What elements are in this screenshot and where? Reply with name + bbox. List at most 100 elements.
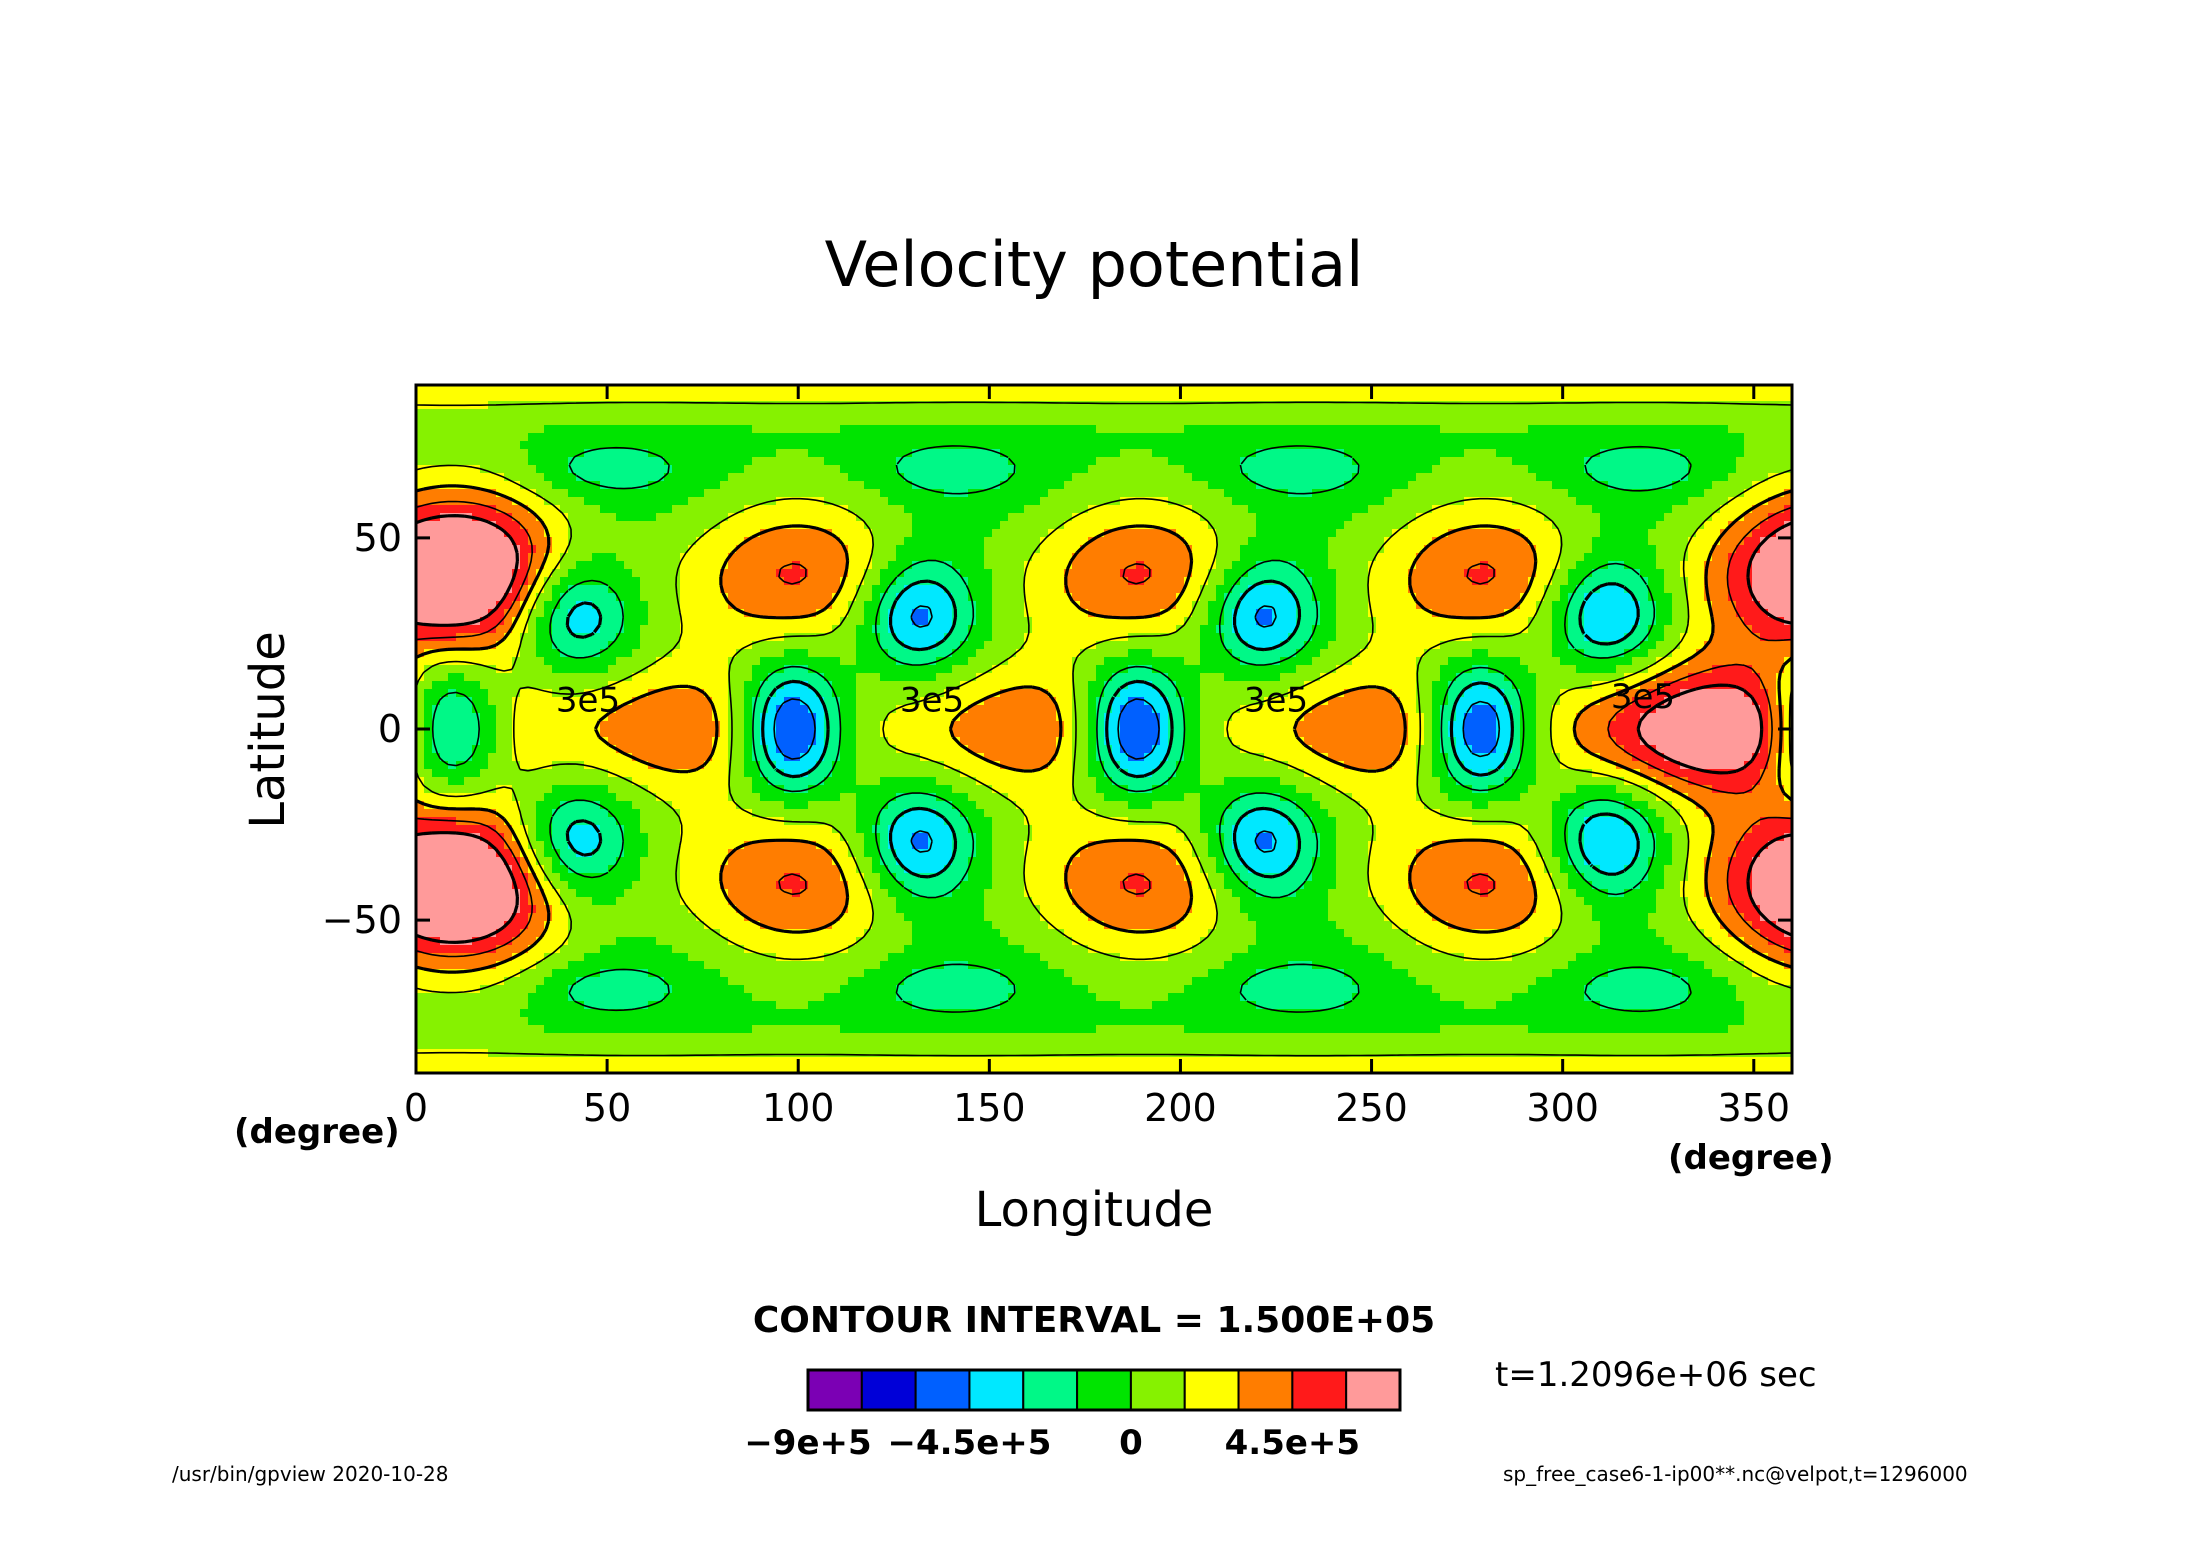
heatmap-cell [848, 561, 857, 570]
heatmap-cell [536, 417, 545, 426]
heatmap-cell [1312, 449, 1321, 458]
heatmap-cell [992, 401, 1001, 410]
heatmap-cell [1624, 505, 1633, 514]
heatmap-cell [464, 433, 473, 442]
heatmap-cell [1704, 401, 1713, 410]
heatmap-cell [1592, 521, 1601, 530]
heatmap-cell [528, 577, 537, 586]
heatmap-cell [632, 529, 641, 538]
heatmap-cell [992, 505, 1001, 514]
heatmap-cell [432, 577, 441, 586]
heatmap-cell [1152, 513, 1161, 522]
heatmap-cell [1720, 417, 1729, 426]
heatmap-cell [496, 577, 505, 586]
heatmap-cell [880, 545, 889, 554]
heatmap-cell [912, 545, 921, 554]
heatmap-cell [896, 497, 905, 506]
heatmap-cell [1464, 585, 1473, 594]
heatmap-cell [1752, 409, 1761, 418]
heatmap-cell [768, 473, 777, 482]
heatmap-cell [1144, 497, 1153, 506]
heatmap-cell [1072, 409, 1081, 418]
heatmap-cell [552, 537, 561, 546]
heatmap-cell [824, 385, 833, 394]
heatmap-cell [504, 433, 513, 442]
heatmap-cell [1528, 417, 1537, 426]
heatmap-cell [1712, 497, 1721, 506]
heatmap-cell [1224, 385, 1233, 394]
heatmap-cell [864, 513, 873, 522]
heatmap-cell [1336, 473, 1345, 482]
heatmap-cell [1056, 489, 1065, 498]
heatmap-cell [976, 601, 985, 610]
heatmap-cell [792, 577, 801, 586]
heatmap-cell [1520, 529, 1529, 538]
heatmap-cell [1184, 409, 1193, 418]
heatmap-cell [896, 393, 905, 402]
heatmap-cell [1256, 449, 1265, 458]
heatmap-cell [1288, 585, 1297, 594]
heatmap-cell [1232, 593, 1241, 602]
heatmap-cell [1664, 385, 1673, 394]
heatmap-cell [664, 473, 673, 482]
heatmap-cell [1320, 545, 1329, 554]
heatmap-cell [544, 457, 553, 466]
heatmap-cell [1056, 569, 1065, 578]
heatmap-cell [1672, 401, 1681, 410]
heatmap-cell [424, 553, 433, 562]
heatmap-cell [824, 473, 833, 482]
heatmap-cell [1624, 561, 1633, 570]
heatmap-cell [1440, 513, 1449, 522]
heatmap-cell [1480, 577, 1489, 586]
heatmap-cell [1136, 513, 1145, 522]
heatmap-cell [592, 505, 601, 514]
heatmap-cell [1416, 409, 1425, 418]
heatmap-cell [592, 537, 601, 546]
heatmap-cell [560, 489, 569, 498]
heatmap-cell [1432, 393, 1441, 402]
heatmap-cell [824, 561, 833, 570]
heatmap-cell [1224, 521, 1233, 530]
heatmap-cell [936, 593, 945, 602]
heatmap-cell [1352, 505, 1361, 514]
heatmap-cell [1760, 481, 1769, 490]
heatmap-cell [1624, 417, 1633, 426]
heatmap-cell [1448, 489, 1457, 498]
heatmap-cell [1080, 513, 1089, 522]
heatmap-cell [1448, 585, 1457, 594]
heatmap-cell [976, 473, 985, 482]
heatmap-cell [696, 473, 705, 482]
heatmap-cell [528, 497, 537, 506]
heatmap-cell [496, 609, 505, 618]
heatmap-cell [1440, 593, 1449, 602]
heatmap-cell [1128, 449, 1137, 458]
heatmap-cell [1328, 401, 1337, 410]
heatmap-cell [744, 465, 753, 474]
heatmap-cell [488, 577, 497, 586]
heatmap-cell [1120, 513, 1129, 522]
heatmap-cell [1408, 537, 1417, 546]
heatmap-cell [1536, 417, 1545, 426]
heatmap-cell [888, 529, 897, 538]
heatmap-cell [1464, 601, 1473, 610]
heatmap-cell [864, 545, 873, 554]
heatmap-cell [624, 401, 633, 410]
heatmap-cell [1704, 577, 1713, 586]
heatmap-cell [1384, 593, 1393, 602]
heatmap-cell [1488, 489, 1497, 498]
heatmap-cell [1552, 569, 1561, 578]
heatmap-cell [1128, 593, 1137, 602]
heatmap-cell [1400, 601, 1409, 610]
heatmap-cell [696, 489, 705, 498]
heatmap-cell [1560, 609, 1569, 618]
heatmap-cell [1504, 593, 1513, 602]
heatmap-cell [880, 417, 889, 426]
heatmap-cell [1544, 497, 1553, 506]
heatmap-cell [536, 489, 545, 498]
heatmap-cell [864, 409, 873, 418]
heatmap-cell [1160, 393, 1169, 402]
heatmap-cell [968, 561, 977, 570]
heatmap-cell [488, 553, 497, 562]
heatmap-cell [984, 561, 993, 570]
heatmap-cell [824, 401, 833, 410]
